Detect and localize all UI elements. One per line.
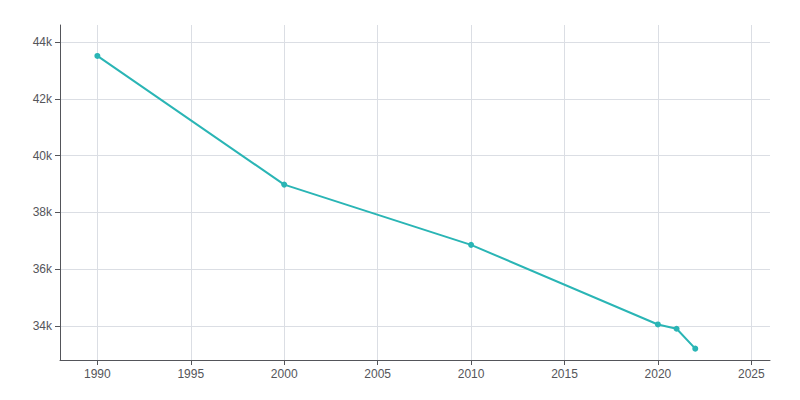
svg-text:40k: 40k [33, 149, 53, 163]
svg-text:2015: 2015 [551, 367, 578, 381]
svg-text:2000: 2000 [271, 367, 298, 381]
svg-text:36k: 36k [33, 262, 53, 276]
svg-text:34k: 34k [33, 319, 53, 333]
svg-text:1995: 1995 [177, 367, 204, 381]
svg-text:2020: 2020 [645, 367, 672, 381]
svg-text:38k: 38k [33, 205, 53, 219]
svg-text:2005: 2005 [364, 367, 391, 381]
svg-text:1990: 1990 [84, 367, 111, 381]
svg-text:42k: 42k [33, 92, 53, 106]
svg-text:2010: 2010 [458, 367, 485, 381]
svg-text:2025: 2025 [738, 367, 765, 381]
svg-text:44k: 44k [33, 35, 53, 49]
